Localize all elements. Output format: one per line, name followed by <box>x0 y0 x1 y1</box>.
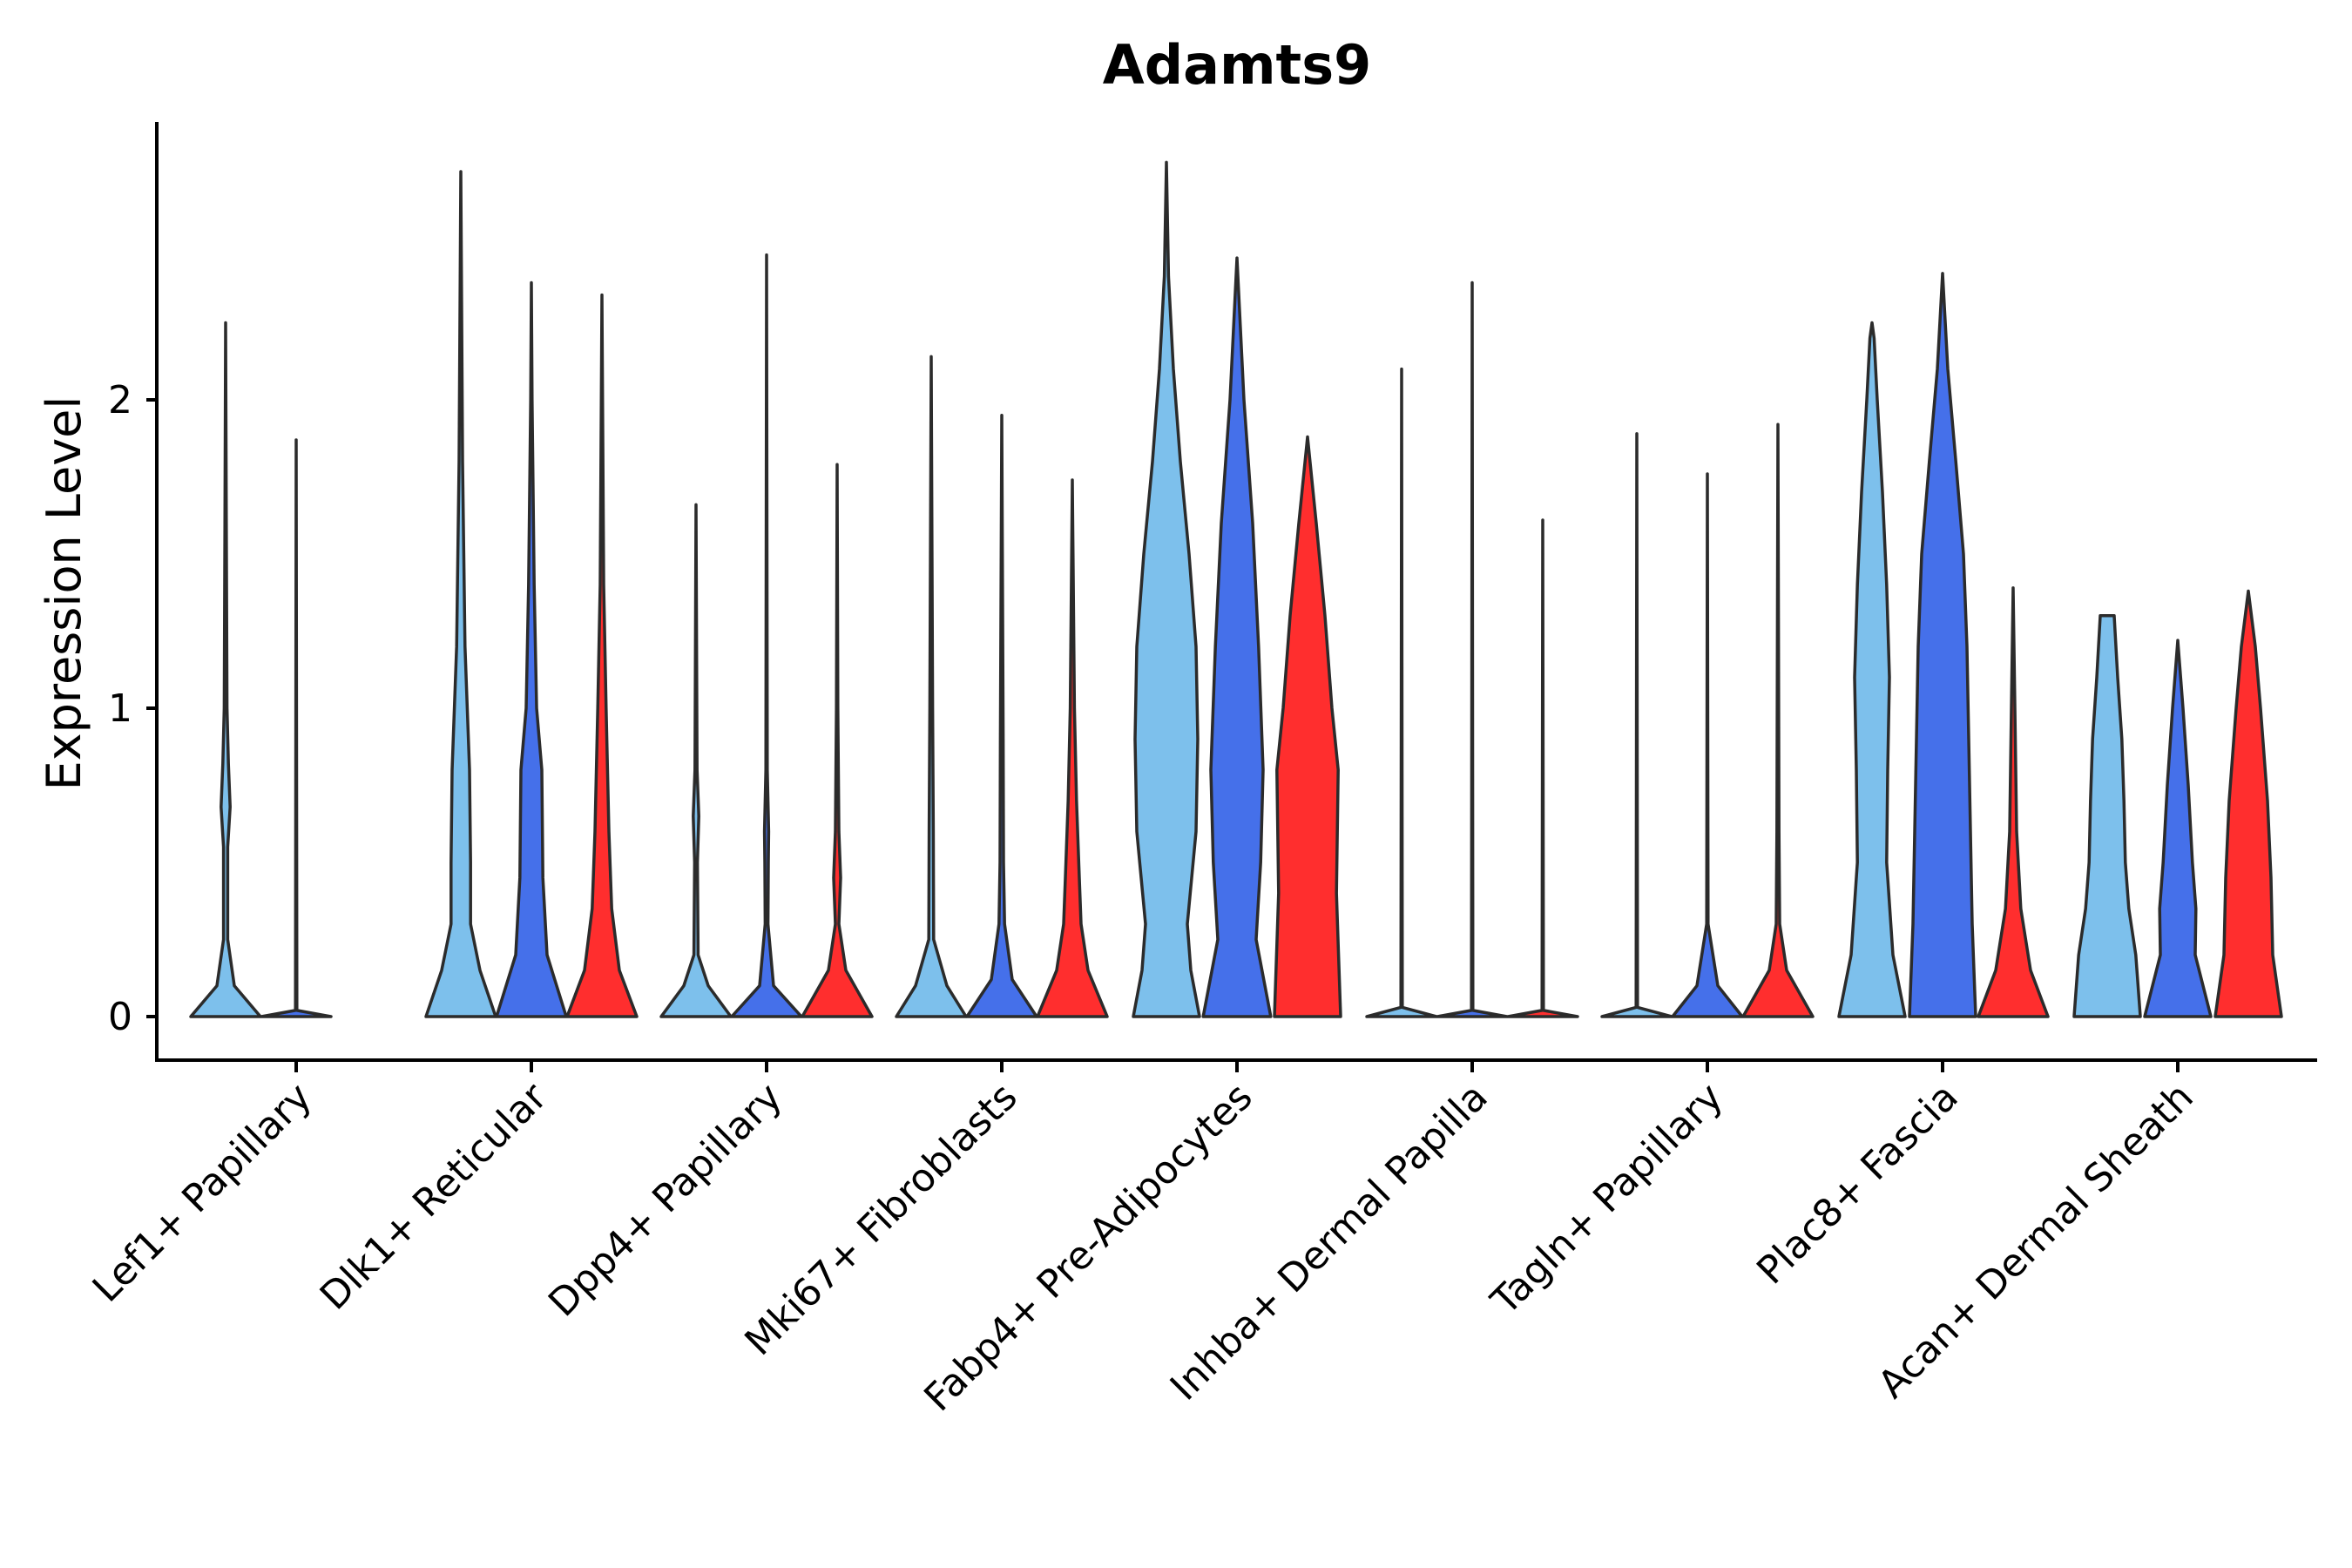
x-tick-label-dlk1-reticular: Dlk1+ Reticular <box>312 1074 557 1319</box>
violin-mki67-fibroblasts-group2 <box>965 413 1038 1018</box>
violin-plac8-fascia-group3 <box>1977 586 2050 1018</box>
x-tick-label-plac8-fascia: Plac8+ Fascia <box>1748 1075 1967 1294</box>
violin-lef1-papillary-group2 <box>260 438 333 1018</box>
violin-mki67-fibroblasts-group3 <box>1036 478 1109 1018</box>
violin-layer <box>189 160 2283 1018</box>
violin-plac8-fascia-group1 <box>1837 321 1907 1018</box>
violin-dpp4-papillary-group2 <box>730 253 803 1018</box>
violin-plac8-fascia-group2 <box>1908 272 1977 1018</box>
violin-dpp4-papillary-group1 <box>659 503 733 1018</box>
violin-fabp4-pre-adipocytes-group2 <box>1201 256 1273 1018</box>
y-ticks: 0 1 2 <box>108 378 157 1039</box>
x-tick-label-lef1-papillary: Lef1+ Papillary <box>84 1075 321 1311</box>
violin-tagln-papillary-group2 <box>1671 472 1744 1018</box>
violin-tagln-papillary-group3 <box>1741 422 1815 1018</box>
violin-inhba-dermal-papilla-group2 <box>1436 280 1509 1018</box>
x-tick-label-tagln-papillary: Tagln+ Papillary <box>1483 1075 1732 1324</box>
x-tick-label-dpp4-papillary: Dpp4+ Papillary <box>540 1075 791 1326</box>
violin-lef1-papillary-group1 <box>189 321 262 1018</box>
violin-mki67-fibroblasts-group1 <box>895 355 968 1018</box>
y-tick-label: 1 <box>108 686 132 731</box>
violin-tagln-papillary-group1 <box>1600 432 1673 1018</box>
chart-title: Adamts9 <box>1103 33 1372 97</box>
violin-dlk1-reticular-group3 <box>565 293 639 1018</box>
violin-dpp4-papillary-group3 <box>801 463 874 1018</box>
violin-acan-dermal-sheath-group1 <box>2072 614 2142 1018</box>
y-axis-label: Expression Level <box>37 396 91 791</box>
y-tick-label: 2 <box>108 378 132 422</box>
violin-inhba-dermal-papilla-group3 <box>1506 518 1579 1018</box>
violin-inhba-dermal-papilla-group1 <box>1365 367 1438 1018</box>
violin-acan-dermal-sheath-group2 <box>2143 639 2213 1018</box>
violin-fabp4-pre-adipocytes-group1 <box>1132 160 1201 1018</box>
violin-acan-dermal-sheath-group3 <box>2213 589 2283 1018</box>
y-tick-label: 0 <box>108 995 132 1039</box>
violin-fabp4-pre-adipocytes-group3 <box>1273 435 1342 1018</box>
violin-dlk1-reticular-group2 <box>495 280 568 1018</box>
violin-dlk1-reticular-group1 <box>424 170 497 1018</box>
